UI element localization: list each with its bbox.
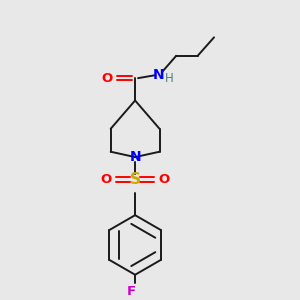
Text: N: N: [152, 68, 164, 82]
Text: O: O: [158, 173, 169, 186]
Text: O: O: [101, 72, 113, 85]
Text: S: S: [130, 172, 141, 187]
Text: N: N: [129, 150, 141, 164]
Text: O: O: [100, 173, 112, 186]
Text: H: H: [164, 72, 173, 85]
Text: F: F: [127, 285, 136, 298]
